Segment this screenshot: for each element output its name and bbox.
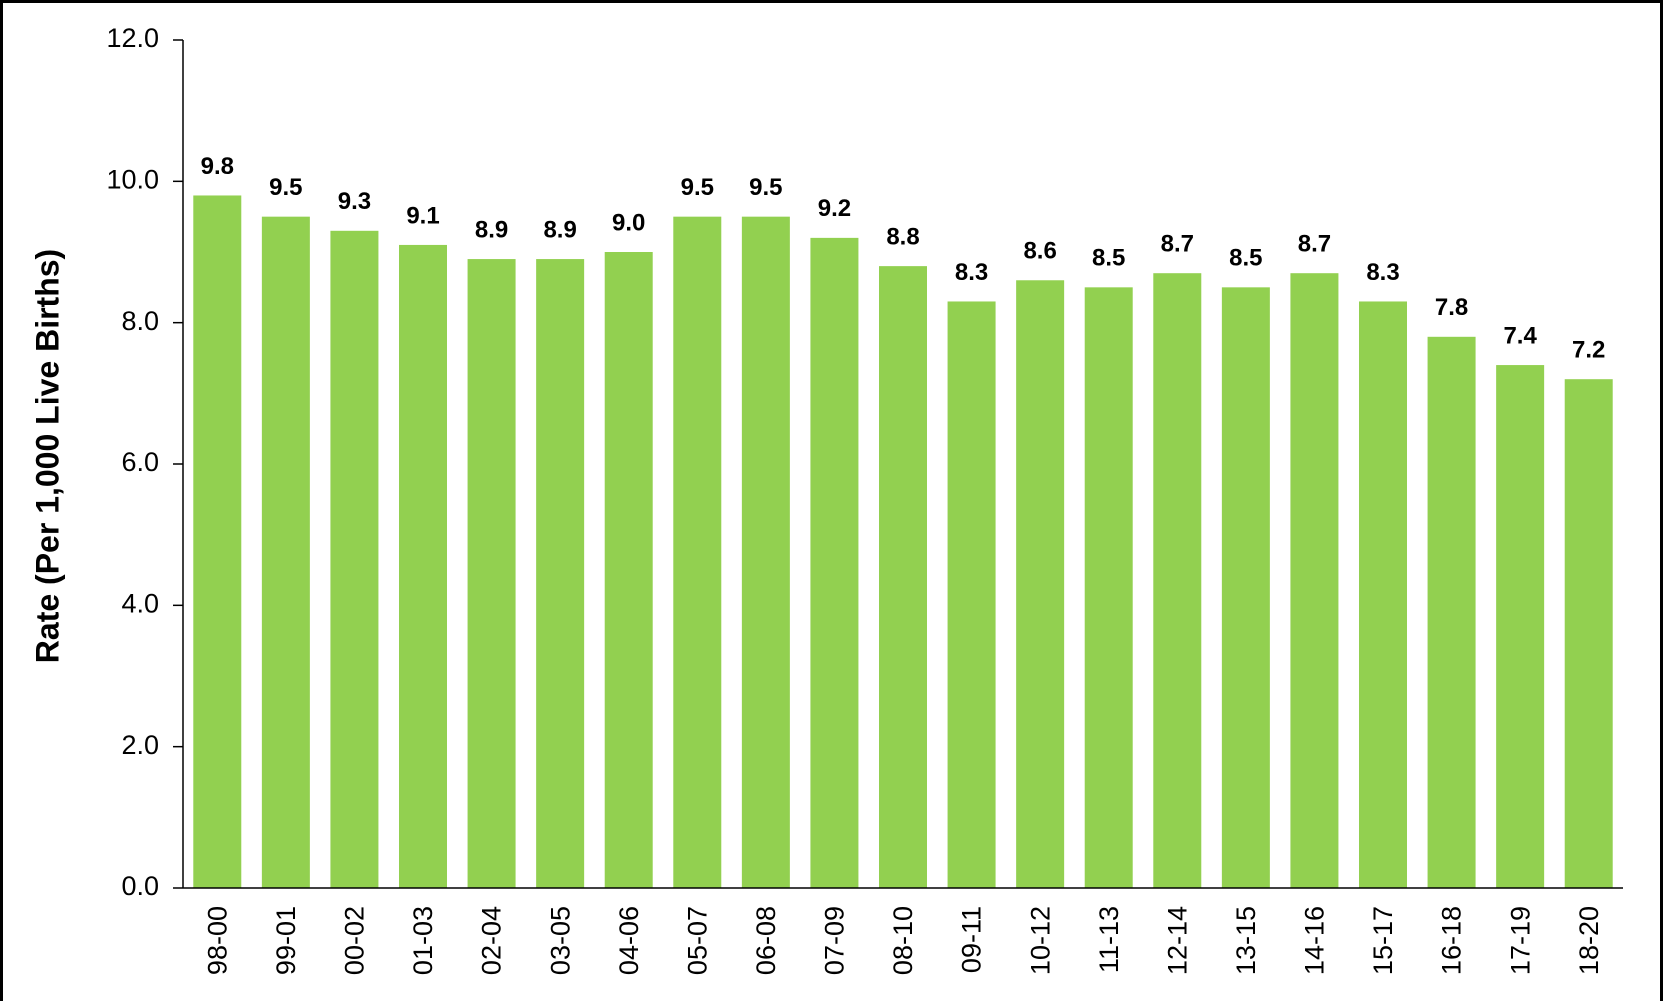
value-label: 9.5 bbox=[749, 174, 782, 201]
value-label: 8.8 bbox=[886, 223, 919, 250]
x-tick-label: 99-01 bbox=[271, 906, 301, 975]
x-tick-label: 18-20 bbox=[1574, 906, 1604, 975]
value-label: 9.8 bbox=[201, 153, 234, 180]
y-tick-label: 12.0 bbox=[106, 23, 159, 53]
bar bbox=[1359, 301, 1407, 888]
y-tick-label: 8.0 bbox=[121, 306, 159, 336]
value-label: 9.5 bbox=[269, 174, 302, 201]
x-tick-label: 05-07 bbox=[682, 906, 712, 975]
value-label: 7.2 bbox=[1572, 337, 1605, 364]
bar bbox=[1427, 336, 1476, 888]
y-tick-label: 0.0 bbox=[121, 871, 159, 901]
bar bbox=[810, 237, 859, 888]
x-tick-label: 16-18 bbox=[1437, 906, 1467, 975]
y-tick-label: 6.0 bbox=[121, 447, 159, 477]
x-tick-label: 13-15 bbox=[1231, 906, 1261, 975]
bar bbox=[1221, 287, 1270, 888]
x-tick-label: 12-14 bbox=[1162, 906, 1192, 975]
bar bbox=[536, 259, 585, 889]
value-label: 8.3 bbox=[955, 259, 988, 286]
bar bbox=[604, 252, 653, 888]
y-tick-label: 4.0 bbox=[121, 588, 159, 618]
value-label: 8.9 bbox=[543, 216, 576, 243]
value-label: 8.7 bbox=[1298, 231, 1331, 258]
x-tick-label: 06-08 bbox=[751, 906, 781, 975]
value-label: 8.5 bbox=[1229, 245, 1262, 272]
value-label: 7.4 bbox=[1503, 322, 1537, 349]
bar bbox=[1153, 273, 1202, 888]
value-label: 9.0 bbox=[612, 209, 645, 236]
x-tick-label: 09-11 bbox=[957, 906, 987, 973]
x-tick-label: 15-17 bbox=[1368, 906, 1398, 975]
y-axis-label: Rate (Per 1,000 Live Births) bbox=[29, 249, 65, 663]
bar bbox=[467, 259, 516, 889]
bar bbox=[399, 244, 447, 888]
y-tick-label: 10.0 bbox=[106, 164, 159, 194]
value-label: 9.3 bbox=[338, 188, 371, 215]
bar bbox=[1290, 273, 1339, 888]
x-tick-label: 01-03 bbox=[408, 906, 438, 975]
bar bbox=[947, 301, 996, 888]
value-label: 9.2 bbox=[818, 195, 851, 222]
value-label: 8.3 bbox=[1366, 259, 1399, 286]
bar bbox=[193, 195, 242, 888]
x-tick-label: 03-05 bbox=[545, 906, 575, 975]
value-label: 8.6 bbox=[1023, 238, 1056, 265]
bar bbox=[330, 230, 379, 889]
value-label: 8.7 bbox=[1161, 231, 1194, 258]
value-label: 8.9 bbox=[475, 216, 508, 243]
bar bbox=[673, 216, 722, 888]
x-tick-label: 11-13 bbox=[1094, 906, 1124, 973]
bar bbox=[879, 266, 927, 889]
x-tick-label: 17-19 bbox=[1505, 906, 1535, 975]
bar bbox=[1496, 365, 1545, 889]
x-tick-label: 08-10 bbox=[888, 906, 918, 975]
x-tick-label: 04-06 bbox=[614, 906, 644, 975]
bar bbox=[1016, 280, 1065, 888]
x-tick-label: 10-12 bbox=[1025, 906, 1055, 975]
value-label: 7.8 bbox=[1435, 294, 1468, 321]
x-tick-label: 07-09 bbox=[820, 906, 850, 975]
value-label: 9.1 bbox=[406, 202, 439, 229]
x-tick-label: 14-16 bbox=[1300, 906, 1330, 975]
bar bbox=[1084, 287, 1133, 888]
bar bbox=[261, 216, 310, 888]
y-tick-label: 2.0 bbox=[121, 730, 159, 760]
bar bbox=[741, 216, 790, 888]
bar bbox=[1564, 379, 1613, 888]
value-label: 8.5 bbox=[1092, 245, 1125, 272]
value-label: 9.5 bbox=[681, 174, 714, 201]
x-tick-label: 00-02 bbox=[340, 906, 370, 975]
x-tick-label: 98-00 bbox=[202, 906, 232, 975]
x-tick-label: 02-04 bbox=[477, 906, 507, 975]
